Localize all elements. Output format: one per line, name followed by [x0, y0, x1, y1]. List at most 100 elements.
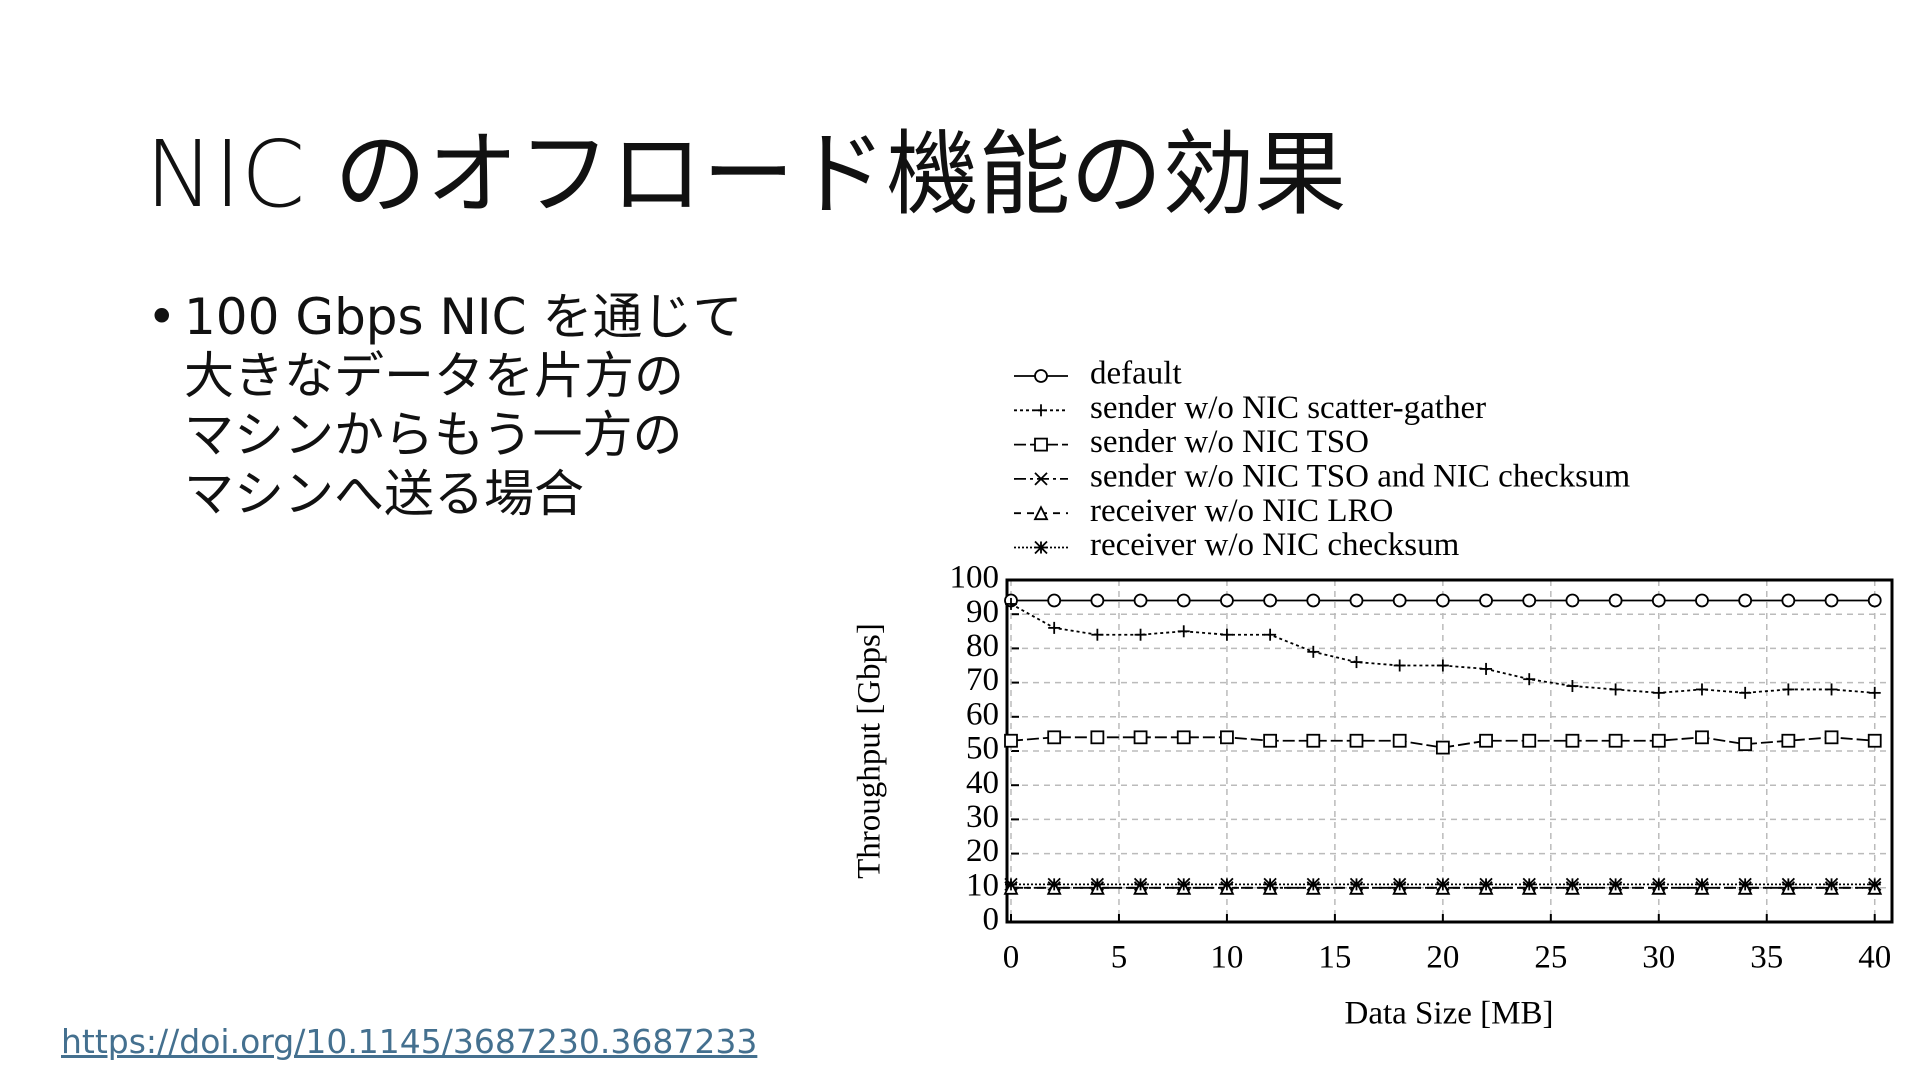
marker [1695, 683, 1708, 696]
marker-stroke [1263, 877, 1277, 892]
y-tick-label: 0 [983, 902, 1000, 938]
marker-shape [1565, 593, 1580, 608]
marker [1522, 733, 1537, 748]
marker-shape [1220, 730, 1234, 745]
marker [1306, 593, 1321, 608]
marker [1824, 877, 1839, 892]
marker-stroke [1220, 877, 1234, 892]
y-axis-label: Throughput [Gbps] [852, 623, 888, 879]
x-tick-label: 0 [1003, 940, 1020, 976]
marker [1306, 733, 1321, 748]
marker [1177, 625, 1190, 638]
marker-shape [1349, 733, 1364, 748]
marker [1608, 877, 1623, 892]
marker-stroke [1868, 877, 1882, 892]
marker-stroke [1738, 877, 1752, 892]
bullet-dot: • [147, 288, 177, 346]
marker [1393, 877, 1407, 892]
bullet-line: マシンへ送る場合 [184, 465, 584, 523]
marker [1480, 662, 1493, 675]
marker [1522, 877, 1536, 892]
marker [1738, 737, 1753, 752]
marker-shape [1220, 593, 1234, 608]
marker [1034, 472, 1048, 486]
marker [1264, 628, 1277, 641]
marker-shape [1479, 593, 1493, 608]
marker-stroke [1090, 877, 1105, 892]
marker [1176, 593, 1191, 608]
marker [1349, 877, 1364, 892]
marker [1436, 877, 1450, 892]
marker [1133, 730, 1148, 745]
y-tick-label: 50 [966, 731, 999, 767]
marker [1523, 673, 1536, 686]
marker-shape [1263, 733, 1278, 748]
marker-shape [1738, 737, 1753, 752]
marker [1868, 686, 1881, 699]
marker-stroke [1565, 877, 1580, 892]
x-axis-label: Data Size [MB] [1345, 996, 1554, 1032]
x-tick-label: 35 [1750, 940, 1783, 976]
bullet: • 100 Gbps NIC を通じて 大きなデータを片方の マシンからもう一方… [147, 288, 742, 524]
marker [1522, 593, 1537, 608]
marker [1004, 877, 1018, 892]
y-tick-label: 70 [966, 662, 999, 698]
marker [1825, 683, 1838, 696]
marker-stroke [1177, 877, 1191, 892]
marker-shape [1004, 733, 1018, 748]
marker [1349, 733, 1364, 748]
marker-shape [1867, 593, 1882, 608]
marker [1608, 733, 1623, 748]
bullet-line: マシンからもう一方の [184, 406, 683, 464]
marker [1176, 730, 1191, 745]
marker [1220, 628, 1233, 641]
plot-frame [1005, 578, 1894, 924]
x-tick-label: 30 [1642, 940, 1675, 976]
marker [1263, 733, 1278, 748]
x-tick-label: 20 [1426, 940, 1459, 976]
marker-stroke [1522, 877, 1536, 892]
bullet-lines: 100 Gbps NIC を通じて 大きなデータを片方の マシンからもう一方の … [184, 288, 742, 524]
marker-shape [1824, 593, 1839, 608]
marker [1824, 730, 1839, 745]
marker [1868, 877, 1882, 892]
marker [1034, 437, 1048, 452]
marker [1436, 659, 1449, 672]
marker-shape [1522, 593, 1537, 608]
marker-shape [1349, 593, 1364, 608]
marker [1090, 593, 1105, 608]
doi-link[interactable]: https://doi.org/10.1145/3687230.3687233 [61, 1022, 758, 1061]
y-tick-label: 10 [966, 867, 999, 903]
marker-shape [1651, 733, 1666, 748]
marker-shape [1306, 733, 1321, 748]
marker [1047, 877, 1061, 892]
marker-stroke [1608, 877, 1623, 892]
marker [1220, 593, 1234, 608]
marker-stroke [1652, 877, 1666, 892]
marker-shape [1133, 593, 1148, 608]
marker-shape [1781, 593, 1796, 608]
x-tick-label: 40 [1858, 940, 1891, 976]
marker [1047, 593, 1062, 608]
bullet-line: 大きなデータを片方の [184, 347, 684, 405]
marker-shape [1090, 593, 1105, 608]
marker [1739, 686, 1752, 699]
y-tick-label: 60 [966, 696, 999, 732]
marker-shape [1133, 730, 1148, 745]
y-tick-label: 90 [966, 594, 999, 630]
marker [1220, 730, 1234, 745]
y-tick-label: 40 [966, 765, 999, 801]
marker [1651, 733, 1666, 748]
marker-shape [1176, 593, 1191, 608]
legend-label: sender w/o NIC TSO and NIC checksum [1090, 458, 1630, 494]
marker [1134, 628, 1147, 641]
marker [1824, 593, 1839, 608]
marker-shape [1047, 730, 1062, 745]
marker-shape [1738, 593, 1753, 608]
marker-shape [1608, 593, 1623, 608]
x-tick-label: 5 [1111, 940, 1128, 976]
marker [1350, 656, 1363, 669]
marker [1392, 733, 1407, 748]
